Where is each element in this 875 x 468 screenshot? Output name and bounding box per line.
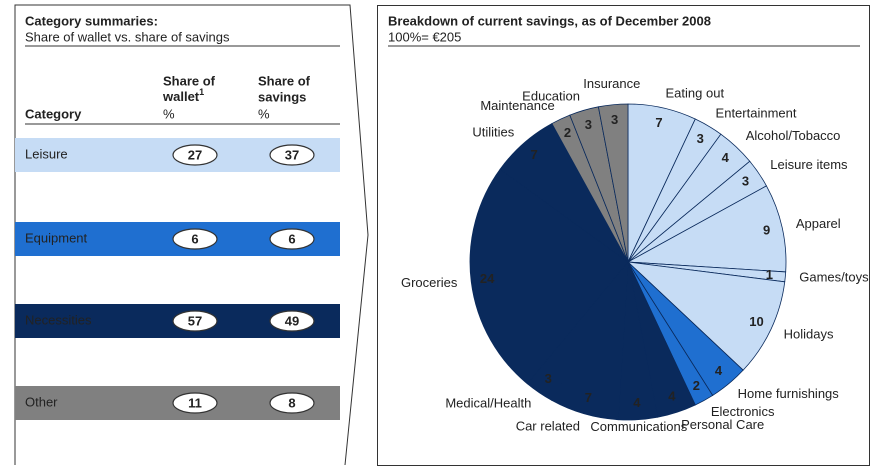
slice-value: 3 <box>545 371 552 386</box>
row-value: 6 <box>288 231 295 246</box>
header: savings <box>258 89 306 104</box>
value-oval <box>269 144 315 166</box>
slice-label: Utilities <box>472 124 514 139</box>
slice-value: 4 <box>715 363 723 378</box>
slice-label: Apparel <box>796 216 841 231</box>
table-subtitle: Share of wallet vs. share of savings <box>25 29 230 44</box>
header-unit: % <box>258 106 270 121</box>
slice-label: Home furnishings <box>738 386 840 401</box>
header: wallet1 <box>162 87 204 104</box>
slice-label: Groceries <box>401 275 458 290</box>
row-value: 11 <box>188 395 202 410</box>
row-value: 57 <box>188 313 202 328</box>
slice-value: 4 <box>633 395 641 410</box>
value-oval <box>172 144 218 166</box>
header: Category <box>25 106 82 121</box>
header: wallet <box>162 89 200 104</box>
row-label: Other <box>25 394 58 409</box>
value-oval <box>172 310 218 332</box>
slice-value: 3 <box>742 174 749 189</box>
chart-title: Breakdown of current savings, as of Dece… <box>388 13 711 28</box>
pie-slice <box>626 261 786 371</box>
slice-label: Holidays <box>784 327 834 342</box>
slice-label: Communications <box>590 419 687 434</box>
slice-value: 4 <box>722 150 730 165</box>
right-panel-border <box>377 5 870 466</box>
row-label: Necessities <box>25 312 92 327</box>
slice-label: Entertainment <box>716 105 797 120</box>
header-unit: % <box>163 106 175 121</box>
slice-value: 10 <box>749 314 763 329</box>
value-oval <box>269 392 315 414</box>
slice-value: 7 <box>585 390 592 405</box>
slice-value: 3 <box>697 131 704 146</box>
slice-label: Electronics <box>711 404 775 419</box>
footnote-mark: 1 <box>199 87 204 97</box>
slice-label: Car related <box>516 419 580 434</box>
slice-label: Personal Care <box>681 417 764 432</box>
slice-value: 4 <box>668 388 676 403</box>
slice-label: Maintenance <box>480 98 554 113</box>
row-value: 8 <box>288 395 295 410</box>
slice-value: 7 <box>530 147 537 162</box>
chart-subtitle: 100%= €205 <box>388 29 461 44</box>
slice-value: 2 <box>564 125 571 140</box>
slice-label: Eating out <box>666 86 725 101</box>
pie-slice <box>626 185 787 273</box>
pie-slice <box>469 168 629 385</box>
slice-value: 24 <box>480 271 495 286</box>
slice-value: 2 <box>693 378 700 393</box>
slice-value: 3 <box>611 112 618 127</box>
slice-label: Medical/Health <box>445 396 531 411</box>
slice-value: 3 <box>585 117 592 132</box>
row-value: 6 <box>191 231 198 246</box>
table-title: Category summaries: <box>25 13 158 28</box>
slice-label: Games/toys <box>799 270 869 285</box>
row-value: 49 <box>285 313 299 328</box>
value-oval <box>269 310 315 332</box>
slice-value: 7 <box>655 115 662 130</box>
slice-value: 9 <box>763 222 770 237</box>
header: Share of <box>258 73 311 88</box>
pie-slice <box>597 103 629 263</box>
slice-value: 1 <box>766 267 773 282</box>
row-label: Equipment <box>25 230 88 245</box>
row-value: 37 <box>285 147 299 162</box>
value-oval <box>269 228 315 250</box>
row-value: 27 <box>188 147 202 162</box>
slice-label: Alcohol/Tobacco <box>746 128 841 143</box>
header: Share of <box>163 73 216 88</box>
slice-label: Leisure items <box>770 157 848 172</box>
value-oval <box>172 228 218 250</box>
slice-label: Insurance <box>583 76 640 91</box>
row-label: Leisure <box>25 146 68 161</box>
value-oval <box>172 392 218 414</box>
slice-label: Education <box>522 88 580 103</box>
